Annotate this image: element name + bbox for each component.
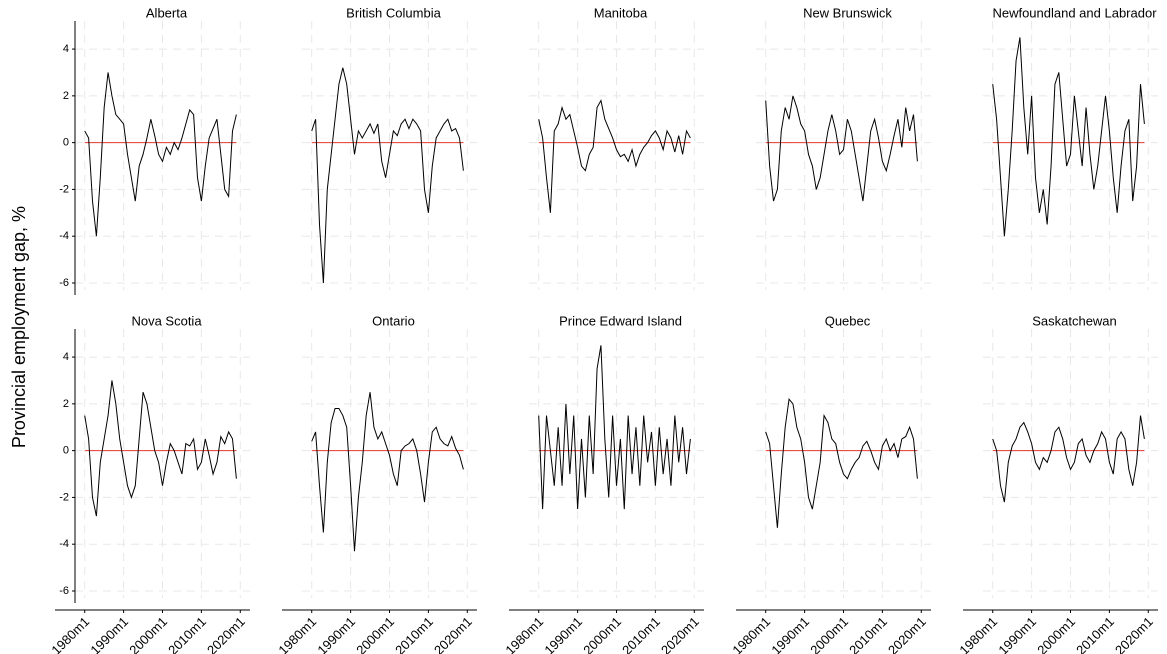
series-line [765,397,918,528]
panel-title: Prince Edward Island [559,313,682,328]
series-line [538,99,691,213]
x-tick-label: 2020m1 [204,614,248,654]
panel-title: New Brunswick [803,5,892,20]
series-line [992,37,1145,237]
x-tick-label: 2000m1 [807,614,851,654]
x-tick-label: 2010m1 [392,614,436,654]
x-tick-label: 2010m1 [1073,614,1117,654]
y-tick-label: 0 [63,137,69,149]
series-line [992,415,1145,503]
x-tick-label: 2000m1 [1034,614,1078,654]
x-tick-label: 1990m1 [995,614,1039,654]
x-tick-label: 1980m1 [48,614,92,654]
x-tick-label: 2010m1 [165,614,209,654]
y-tick-label: 2 [63,90,69,102]
x-tick-label: 2010m1 [619,614,663,654]
x-tick-label: 1990m1 [541,614,585,654]
series-line [538,345,691,510]
x-tick-label: 1980m1 [275,614,319,654]
panel-title: Alberta [146,5,188,20]
panel-title: Manitoba [594,5,648,20]
panel-title: Saskatchewan [1032,313,1117,328]
y-tick-label: -2 [59,491,69,503]
y-axis-label: Provincial employment gap, % [9,206,29,448]
panel-title: Newfoundland and Labrador [992,5,1157,20]
y-tick-label: 2 [63,398,69,410]
x-tick-label: 1980m1 [502,614,546,654]
series-line [311,67,464,284]
x-tick-label: 2020m1 [658,614,702,654]
y-tick-label: -2 [59,183,69,195]
series-line [765,95,918,202]
y-tick-label: 4 [63,351,69,363]
y-tick-label: -4 [59,230,69,242]
y-tick-label: -6 [59,277,69,289]
y-tick-label: -6 [59,585,69,597]
x-tick-label: 1990m1 [87,614,131,654]
x-tick-label: 1980m1 [956,614,1000,654]
y-tick-label: 4 [63,43,69,55]
x-tick-label: 2010m1 [846,614,890,654]
x-tick-label: 2020m1 [1112,614,1156,654]
series-line [311,392,464,552]
x-tick-label: 1980m1 [729,614,773,654]
x-tick-label: 2000m1 [353,614,397,654]
x-tick-label: 2020m1 [431,614,475,654]
x-tick-label: 2000m1 [580,614,624,654]
series-line [84,72,237,237]
x-tick-label: 1990m1 [768,614,812,654]
x-tick-label: 2020m1 [885,614,929,654]
panel-title: Nova Scotia [131,313,202,328]
x-tick-label: 2000m1 [126,614,170,654]
panel-title: British Columbia [346,5,441,20]
series-line [84,380,237,517]
x-tick-label: 1990m1 [314,614,358,654]
y-tick-label: -4 [59,538,69,550]
panel-title: Quebec [825,313,871,328]
y-tick-label: 0 [63,445,69,457]
panel-title: Ontario [372,313,415,328]
